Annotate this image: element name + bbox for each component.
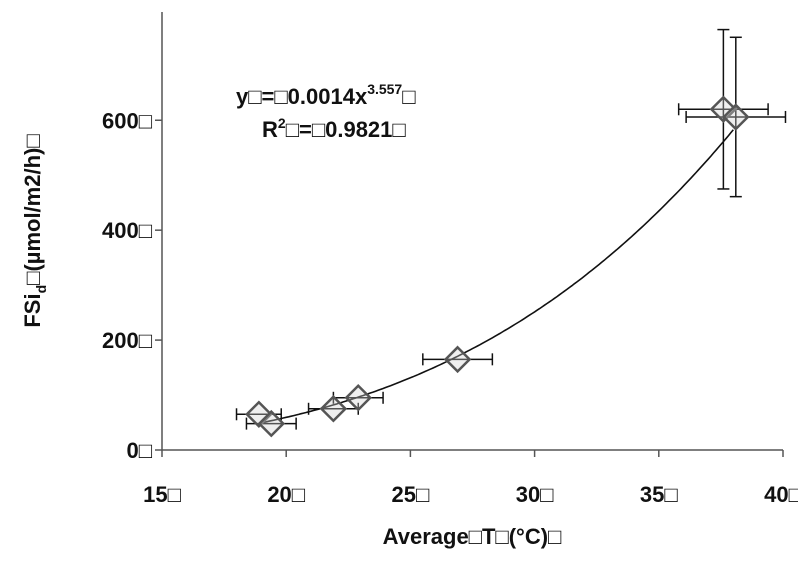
r2-superscript: 2 xyxy=(278,115,286,131)
data-points xyxy=(245,95,750,438)
power-trendline xyxy=(261,129,734,424)
x-tick-label-35: 35□ xyxy=(640,482,678,507)
x-tick-label-40: 40□ xyxy=(764,482,798,507)
svg-text:y□=□0.0014x3.557□: y□=□0.0014x3.557□ xyxy=(236,81,416,109)
equation-text: y□=□0.0014x xyxy=(236,84,368,109)
x-tick-label-30: 30□ xyxy=(516,482,554,507)
y-tick-label-600: 600□ xyxy=(102,108,152,133)
y-axis-title-subscript: d xyxy=(33,285,49,294)
y-axis-title: FSid□(µmol/m2/h)□ xyxy=(20,134,49,327)
x-tick-label-25: 25□ xyxy=(392,482,430,507)
data-point-0 xyxy=(245,400,273,429)
error-bars xyxy=(235,28,787,430)
x-tick-label-15: 15□ xyxy=(143,482,181,507)
r2-label: R xyxy=(262,117,278,142)
y-tick-label-400: 400□ xyxy=(102,218,152,243)
x-axis-ticks: 15□ 20□ 25□ 30□ 35□ 40□ xyxy=(143,450,798,507)
data-point-3 xyxy=(344,384,373,412)
equation-annotation: y□=□0.0014x3.557□ R2□=□0.9821□ xyxy=(236,81,416,142)
data-point-5 xyxy=(709,95,738,124)
y-axis-ticks: 0□ 200□ 400□ 600□ xyxy=(102,108,162,463)
data-point-6 xyxy=(722,103,750,131)
equation-tail: □ xyxy=(402,84,415,109)
y-tick-label-200: 200□ xyxy=(102,328,152,353)
plot-area xyxy=(161,12,783,451)
trendline-group xyxy=(261,129,734,424)
x-axis-title: Average□T□(°C)□ xyxy=(383,524,562,549)
r2-value: □=□0.9821□ xyxy=(286,117,406,142)
data-point-1 xyxy=(257,409,286,438)
x-tick-label-20: 20□ xyxy=(267,482,305,507)
data-point-2 xyxy=(319,395,348,423)
equation-exponent: 3.557 xyxy=(367,81,402,97)
svg-text:R2□=□0.9821□: R2□=□0.9821□ xyxy=(262,115,406,142)
y-axis-title-main: FSi xyxy=(20,293,45,327)
y-tick-label-0: 0□ xyxy=(126,438,152,463)
y-axis-title-unit: □(µmol/m2/h)□ xyxy=(20,134,45,284)
data-point-4 xyxy=(443,345,472,374)
